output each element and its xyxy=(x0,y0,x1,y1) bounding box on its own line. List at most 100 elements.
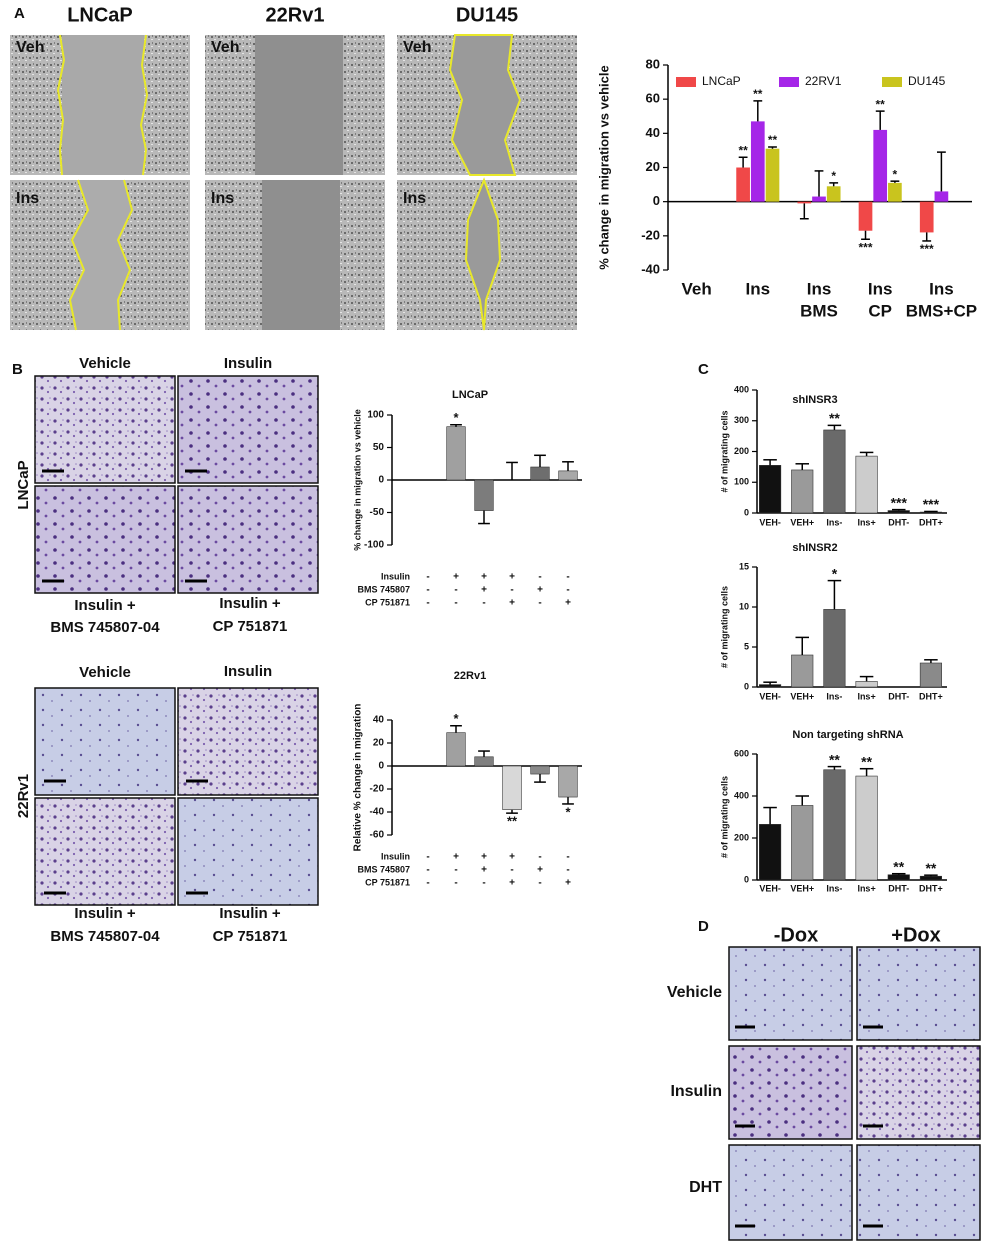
caption: CP 751871 xyxy=(213,618,288,635)
condition-sign: - xyxy=(426,865,429,876)
wound-edge xyxy=(116,179,134,331)
condition-sign: - xyxy=(426,852,429,863)
bar xyxy=(765,148,780,202)
x-tick-label: Ins+ xyxy=(857,883,875,893)
condition-sign: - xyxy=(538,572,541,583)
condition-label: Insulin xyxy=(381,851,410,861)
transwell-images xyxy=(34,375,319,906)
micrograph xyxy=(856,946,981,1041)
y-tick-label: -50 xyxy=(370,507,385,518)
significance: ** xyxy=(753,87,763,101)
micrograph xyxy=(177,375,319,484)
scratch-gap xyxy=(70,180,132,330)
significance: ** xyxy=(861,753,872,769)
x-tick-label: Ins xyxy=(746,279,771,298)
y-tick-label: -20 xyxy=(370,784,385,795)
y-tick-label: 80 xyxy=(646,56,660,71)
caption: Insulin + xyxy=(219,595,281,612)
condition-sign: + xyxy=(481,865,487,876)
significance: ** xyxy=(893,858,904,874)
y-tick-label: 200 xyxy=(734,832,749,842)
significance: *** xyxy=(920,242,934,256)
x-tick-label: DHT+ xyxy=(919,517,943,527)
caption: Insulin + xyxy=(74,905,136,922)
significance: * xyxy=(453,410,459,425)
bar xyxy=(736,167,750,202)
condition-sign: + xyxy=(453,572,459,583)
scratch-gap xyxy=(255,35,343,175)
bar xyxy=(855,681,878,688)
y-axis-label: Relative % change in migration xyxy=(353,704,364,852)
y-tick-label: 200 xyxy=(734,446,749,456)
x-tick-label: VEH- xyxy=(759,517,781,527)
column-header: Insulin xyxy=(224,663,272,680)
condition-label: CP 751871 xyxy=(365,597,410,607)
condition-sign: - xyxy=(454,865,457,876)
scratch-images xyxy=(10,34,577,331)
y-tick-label: 100 xyxy=(367,410,384,421)
y-tick-label: 0 xyxy=(744,681,749,691)
bar xyxy=(502,765,522,811)
bar xyxy=(823,609,846,688)
condition-sign: - xyxy=(538,852,541,863)
micrograph xyxy=(728,1045,853,1140)
caption: Insulin + xyxy=(219,905,281,922)
micrograph xyxy=(34,797,176,906)
bar xyxy=(530,466,550,481)
condition-label: BMS 745807 xyxy=(357,584,410,594)
scratch-gap xyxy=(262,180,340,330)
bar xyxy=(855,455,878,514)
condition-sign: - xyxy=(454,878,457,889)
condition-sign: + xyxy=(453,852,459,863)
x-tick-label: CP xyxy=(868,301,892,320)
column-header: Insulin xyxy=(224,355,272,372)
scale-bars xyxy=(42,469,208,895)
bar xyxy=(759,684,782,688)
y-tick-label: 600 xyxy=(734,748,749,758)
significance: *** xyxy=(923,496,940,512)
y-tick-label: 40 xyxy=(646,125,660,140)
condition-sign: - xyxy=(482,878,485,889)
wound-edge xyxy=(68,179,90,331)
bar xyxy=(887,874,910,881)
condition-sign: - xyxy=(426,598,429,609)
bar xyxy=(446,426,466,481)
condition-sign: - xyxy=(510,585,513,596)
x-tick-label: Ins xyxy=(868,279,893,298)
panel-letter: C xyxy=(698,361,709,378)
bar xyxy=(858,201,873,231)
micrograph xyxy=(728,946,853,1041)
micrograph xyxy=(177,797,319,906)
bar xyxy=(934,191,949,202)
row-label: Ins xyxy=(403,190,426,207)
column-header: -Dox xyxy=(774,924,818,946)
micrograph xyxy=(34,687,176,796)
column-header: DU145 xyxy=(456,4,518,26)
x-tick-label: VEH- xyxy=(759,883,781,893)
scale-bars xyxy=(735,1025,883,1228)
row-label: Veh xyxy=(16,39,44,56)
y-tick-label: 0 xyxy=(378,761,384,772)
condition-sign: - xyxy=(510,865,513,876)
bar xyxy=(873,129,888,202)
panel-letter: B xyxy=(12,361,23,378)
y-tick-label: -40 xyxy=(370,807,385,818)
significance: ** xyxy=(738,143,748,157)
y-tick-label: -20 xyxy=(641,227,660,242)
y-axis-label: # of migrating cells xyxy=(719,776,729,858)
condition-sign: - xyxy=(566,585,569,596)
condition-sign: + xyxy=(537,585,543,596)
condition-sign: - xyxy=(566,865,569,876)
legend-swatch xyxy=(676,77,696,87)
bar xyxy=(919,875,942,881)
y-tick-label: 100 xyxy=(734,477,749,487)
bar xyxy=(823,429,846,514)
x-tick-label: Ins+ xyxy=(857,517,875,527)
bar xyxy=(826,186,841,202)
chart-title: shINSR2 xyxy=(792,542,837,554)
y-tick-label: -40 xyxy=(641,261,660,276)
legend-swatch xyxy=(882,77,902,87)
x-tick-label: Ins- xyxy=(826,883,842,893)
y-tick-label: 0 xyxy=(744,507,749,517)
x-tick-label: VEH- xyxy=(759,691,781,701)
